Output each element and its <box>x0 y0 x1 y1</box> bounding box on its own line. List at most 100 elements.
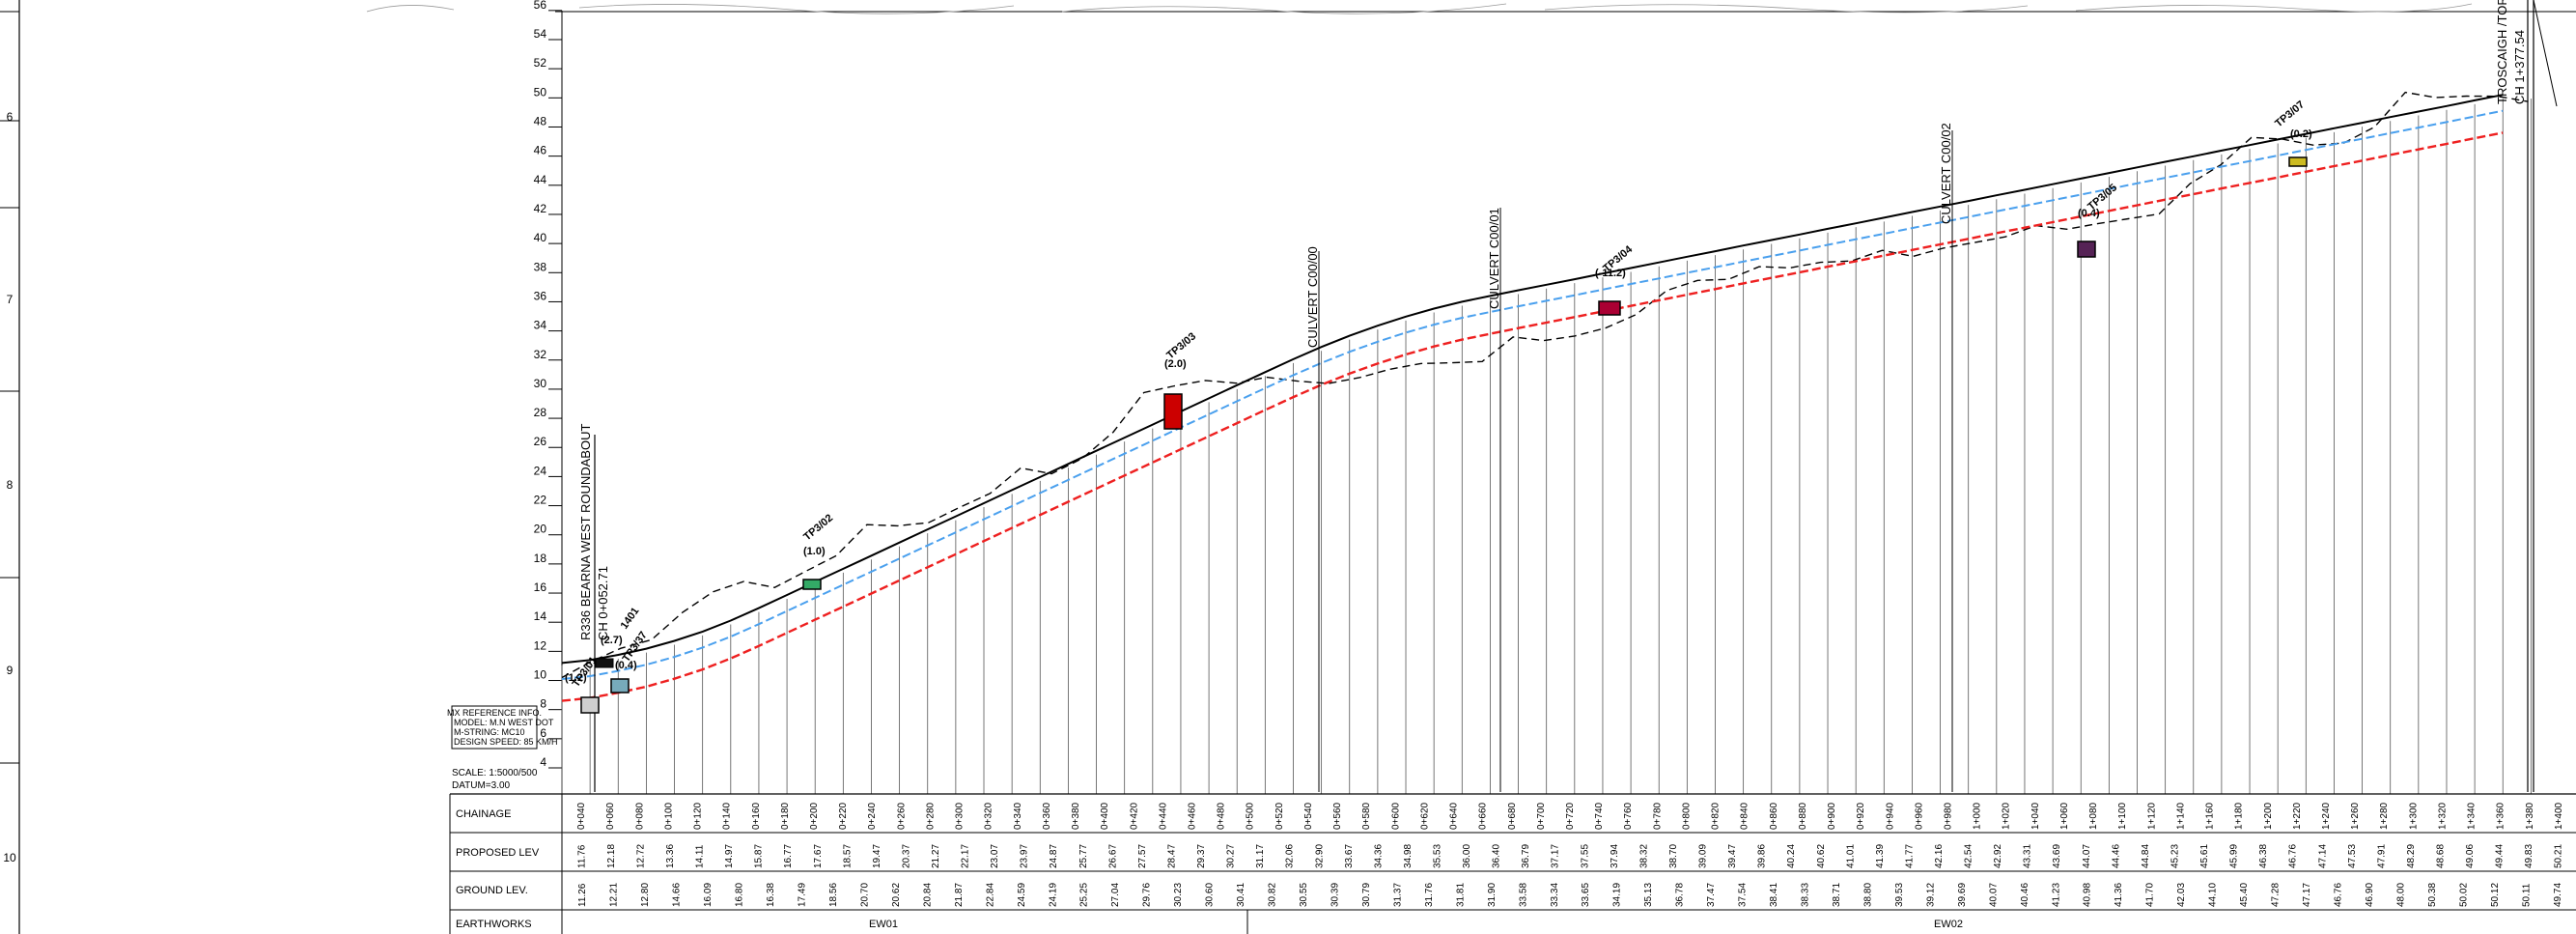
proposed-level-value: 37.17 <box>1551 844 1561 868</box>
elevation-tick-label: 20 <box>534 523 547 536</box>
ground-level-value: 37.47 <box>1706 883 1717 907</box>
chainage-value: 1+060 <box>2059 802 2070 830</box>
chainage-value: 0+820 <box>1711 802 1722 830</box>
elevation-tick-label: 42 <box>534 202 547 215</box>
chainage-value: 0+660 <box>1478 802 1489 830</box>
ground-level-value: 50.38 <box>2427 883 2438 907</box>
chainage-value: 0+920 <box>1856 802 1866 830</box>
row-label-9: 9 <box>7 664 14 677</box>
overbridge-label: TROSCAIGH /TORAI OVERBRIDGE (URR) <box>2495 0 2509 104</box>
chainage-value: 0+980 <box>1944 802 1954 830</box>
ground-level-value: 31.81 <box>1455 883 1466 907</box>
ground-level-value: 20.62 <box>891 883 902 907</box>
ground-level-value: 18.56 <box>828 883 839 907</box>
ground-level-value: 45.40 <box>2239 883 2250 907</box>
row-label-10: 10 <box>3 851 16 864</box>
elevation-tick-label: 44 <box>534 173 547 186</box>
proposed-level-value: 49.06 <box>2465 844 2476 868</box>
ground-level-value: 50.11 <box>2521 883 2532 907</box>
proposed-level-value: 15.87 <box>754 844 765 868</box>
structure-annotations: R336 BEARNA WEST ROUNDABOUT CH 0+052.71 … <box>578 0 2558 792</box>
ground-level-value: 37.54 <box>1738 883 1749 907</box>
chainage-value: 0+520 <box>1274 802 1285 830</box>
chainage-value: 0+240 <box>867 802 878 830</box>
proposed-level-value: 16.77 <box>783 844 794 868</box>
proposed-level-value: 33.67 <box>1344 844 1355 868</box>
table-label-proposed: PROPOSED LEV <box>456 847 540 859</box>
proposed-level-value: 50.21 <box>2554 844 2564 868</box>
proposed-level-value: 49.44 <box>2495 844 2506 868</box>
proposed-level-value: 14.11 <box>695 844 706 868</box>
chainage-value: 1+120 <box>2146 802 2157 830</box>
proposed-level-value: 39.09 <box>1698 844 1709 868</box>
chainage-value: 0+500 <box>1246 802 1256 830</box>
ground-level-value: 24.19 <box>1048 883 1058 907</box>
elevation-tick-label: 18 <box>534 552 547 565</box>
ground-level-value: 34.19 <box>1612 883 1623 907</box>
proposed-level-value: 35.53 <box>1433 844 1443 868</box>
chainage-value: 0+740 <box>1594 802 1605 830</box>
mx-reference-speed: DESIGN SPEED: 85 KM/H <box>454 737 558 747</box>
ground-level-value: 22.84 <box>985 883 995 907</box>
proposed-level-value: 39.86 <box>1757 844 1768 868</box>
station-lines <box>561 99 2532 794</box>
elevation-tick-label: 24 <box>534 464 547 477</box>
chainage-value: 0+340 <box>1013 802 1023 830</box>
proposed-level-value: 42.54 <box>1964 844 1974 868</box>
earthworks-ew02: EW02 <box>1934 919 1963 930</box>
ground-level-value: 16.09 <box>703 883 714 907</box>
proposed-level-value: 28.47 <box>1167 844 1178 868</box>
proposed-level-value: 25.77 <box>1078 844 1089 868</box>
ground-level-value: 38.33 <box>1801 883 1811 907</box>
chainage-value: 0+800 <box>1682 802 1693 830</box>
ground-level-row: 11.26 12.21 12.80 14.66 16.09 16.80 16.38 17.49… <box>577 883 2563 907</box>
elevation-tick-label: 30 <box>534 377 547 390</box>
ground-level-value: 50.02 <box>2458 883 2469 907</box>
chainage-value: 0+200 <box>809 802 820 830</box>
proposed-level-value: 20.37 <box>901 844 911 868</box>
proposed-level-value: 41.01 <box>1845 844 1856 868</box>
chainage-value: 1+140 <box>2175 802 2186 830</box>
table-label-ground: GROUND LEV. <box>456 885 528 896</box>
elevation-tick-label: 26 <box>534 435 547 448</box>
ground-level-value: 50.12 <box>2490 883 2501 907</box>
chainage-value: 1+360 <box>2496 802 2506 830</box>
chainage-value: 0+480 <box>1217 802 1227 830</box>
proposed-level-value: 39.47 <box>1727 844 1738 868</box>
ground-level-value: 40.46 <box>2020 883 2030 907</box>
elevation-tick-label: 36 <box>534 289 547 302</box>
elevation-tick-label: 52 <box>534 56 547 70</box>
chainage-value: 1+180 <box>2234 802 2245 830</box>
chainage-value: 0+960 <box>1914 802 1924 830</box>
ground-level-value: 27.04 <box>1110 883 1121 907</box>
chainage-value: 0+280 <box>925 802 936 830</box>
chainage-value: 0+420 <box>1129 802 1139 830</box>
chainage-value: 0+160 <box>751 802 762 830</box>
chainage-value: 0+140 <box>722 802 733 830</box>
ground-level-value: 14.66 <box>672 883 683 907</box>
proposed-level-value: 36.00 <box>1462 844 1472 868</box>
elevation-tick-label: 6 <box>540 726 546 740</box>
mx-reference-box: MX REFERENCE INFO. MODEL: M.N WEST DOT M… <box>447 705 558 750</box>
chainage-value: 1+220 <box>2292 802 2303 830</box>
chainage-value: 0+440 <box>1158 802 1168 830</box>
elevation-tick-label: 34 <box>534 319 547 332</box>
ground-level-value: 30.39 <box>1330 883 1341 907</box>
proposed-level-value: 43.31 <box>2023 844 2033 868</box>
ground-level-value: 41.36 <box>2114 883 2124 907</box>
ground-level-value: 40.07 <box>1988 883 1999 907</box>
trial-pit-value: (1.0) <box>803 546 826 557</box>
proposed-level-value: 49.83 <box>2524 844 2534 868</box>
profile-data-table: CHAINAGE PROPOSED LEV GROUND LEV. EARTHW… <box>449 793 2576 934</box>
elevation-axis: 4681012141618202224262830323436384042444… <box>534 0 563 794</box>
proposed-level-value: 43.69 <box>2052 844 2062 868</box>
row-label-6: 6 <box>7 110 14 124</box>
proposed-level-value: 40.62 <box>1816 844 1827 868</box>
chainage-value: 0+900 <box>1827 802 1837 830</box>
ground-level-value: 20.70 <box>860 883 871 907</box>
elevation-tick-label: 4 <box>540 755 546 769</box>
chainage-value: 0+620 <box>1419 802 1430 830</box>
chainage-row: 0+040 0+060 0+080 0+100 0+120 0+140 0+160 0+180… <box>576 802 2564 830</box>
chainage-value: 1+160 <box>2205 802 2216 830</box>
chainage-value: 1+240 <box>2321 802 2332 830</box>
